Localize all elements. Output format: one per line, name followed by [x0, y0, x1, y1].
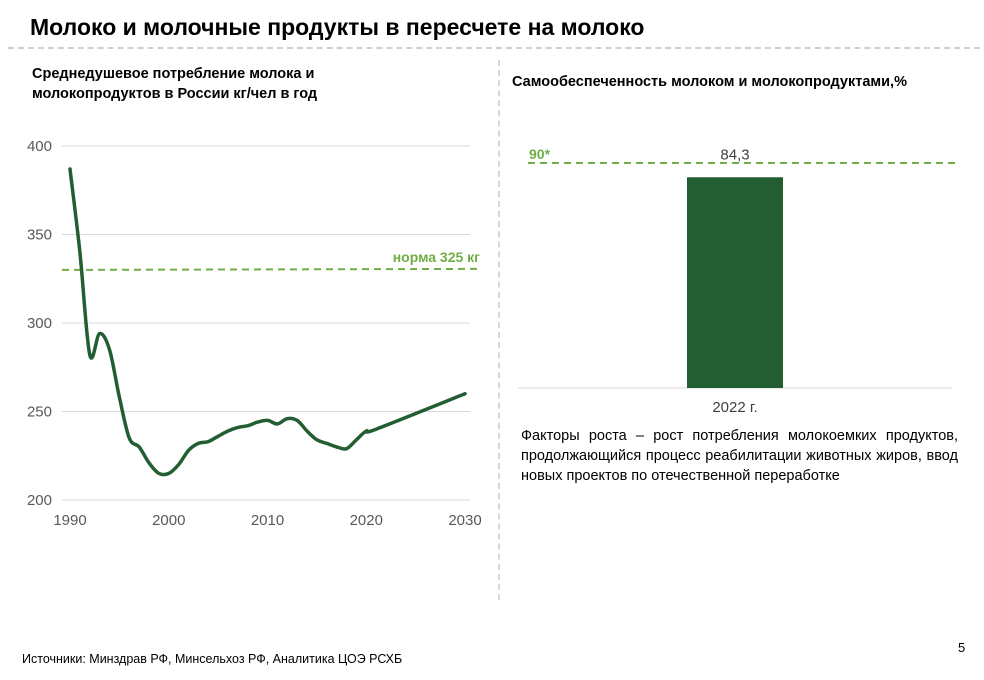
line-chart-y-axis: 200 250 300 350 400	[27, 138, 52, 509]
norm-reference-label: норма 325 кг	[393, 249, 480, 265]
self-sufficiency-bar-chart: 90* 84,3 2022 г.	[518, 146, 958, 416]
line-chart-title: Среднедушевое потребление молока и молок…	[32, 66, 318, 102]
y-tick-label: 250	[27, 404, 52, 421]
x-tick-label: 2000	[152, 512, 185, 529]
consumption-line-chart: 200 250 300 350 400 1990 2000 2010 2020 2030 нор…	[27, 138, 482, 529]
line-chart-grid	[62, 145, 470, 501]
y-tick-label: 400	[27, 138, 52, 155]
norm-reference-line	[61, 267, 479, 271]
consumption-series-line	[68, 167, 467, 477]
bar-chart-title: Самообеспеченность молоком и молокопроду…	[512, 74, 907, 90]
bar-value-label: 84,3	[720, 146, 749, 163]
x-tick-label: 1990	[53, 512, 86, 529]
column-divider	[498, 60, 500, 600]
growth-factors-text: Факторы роста – рост потребления молокое…	[521, 428, 958, 484]
bar-category-label: 2022 г.	[712, 399, 757, 416]
page-number: 5	[958, 640, 966, 655]
bar-2022	[687, 177, 783, 388]
y-tick-label: 200	[27, 492, 52, 509]
x-tick-label: 2020	[350, 512, 383, 529]
page-title: Молоко и молочные продукты в пересчете н…	[30, 14, 645, 40]
sources-footnote: Источники: Минздрав РФ, Минсельхоз РФ, А…	[22, 652, 403, 666]
y-tick-label: 300	[27, 315, 52, 332]
x-tick-label: 2010	[251, 512, 284, 529]
x-tick-label: 2030	[448, 512, 481, 529]
y-tick-label: 350	[27, 227, 52, 244]
target-reference-label: 90*	[529, 146, 551, 162]
line-chart-x-axis: 1990 2000 2010 2020 2030	[53, 512, 481, 529]
title-divider	[8, 47, 980, 49]
